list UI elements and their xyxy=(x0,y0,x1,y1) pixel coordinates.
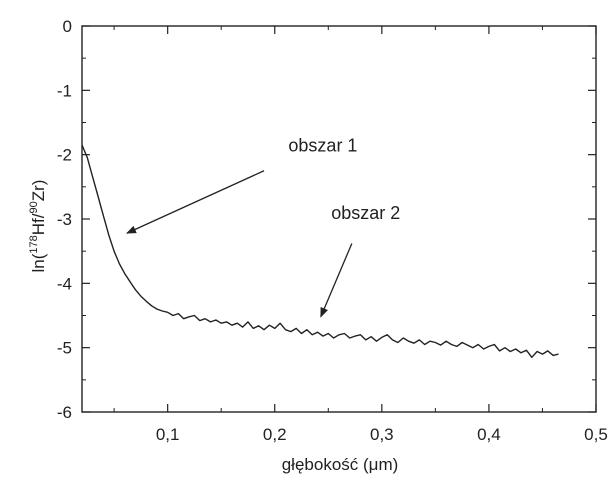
y-tick-label: 0 xyxy=(63,17,72,36)
y-tick-label: -4 xyxy=(57,274,72,293)
x-tick-label: 0,2 xyxy=(263,425,287,444)
y-axis-title: ln(178Hf/90Zr) xyxy=(28,180,48,273)
annotation-arrow xyxy=(126,170,265,234)
y-axis-title-prefix: ln( xyxy=(29,253,48,272)
x-tick-label: 0,5 xyxy=(584,425,608,444)
x-axis-title: głębokość (μm) xyxy=(282,455,399,474)
annotation-arrow xyxy=(320,243,353,318)
y-tick-label: -5 xyxy=(57,339,72,358)
annotation-label: obszar 2 xyxy=(331,203,400,223)
y-tick-label: -2 xyxy=(57,146,72,165)
x-tick-label: 0,3 xyxy=(370,425,394,444)
x-tick-label: 0,4 xyxy=(477,425,501,444)
annotation-label: obszar 1 xyxy=(288,135,357,155)
y-tick-label: -1 xyxy=(57,81,72,100)
y-axis-title-sup1: 178 xyxy=(28,235,40,253)
y-tick-label: -6 xyxy=(57,403,72,422)
y-axis-title-sup2: 90 xyxy=(28,201,40,213)
x-tick-label: 0,1 xyxy=(156,425,180,444)
y-tick-label: -3 xyxy=(57,210,72,229)
y-axis-title-suffix: Zr) xyxy=(29,180,48,202)
series-line xyxy=(81,144,559,358)
y-axis-title-mid: Hf/ xyxy=(29,213,48,235)
